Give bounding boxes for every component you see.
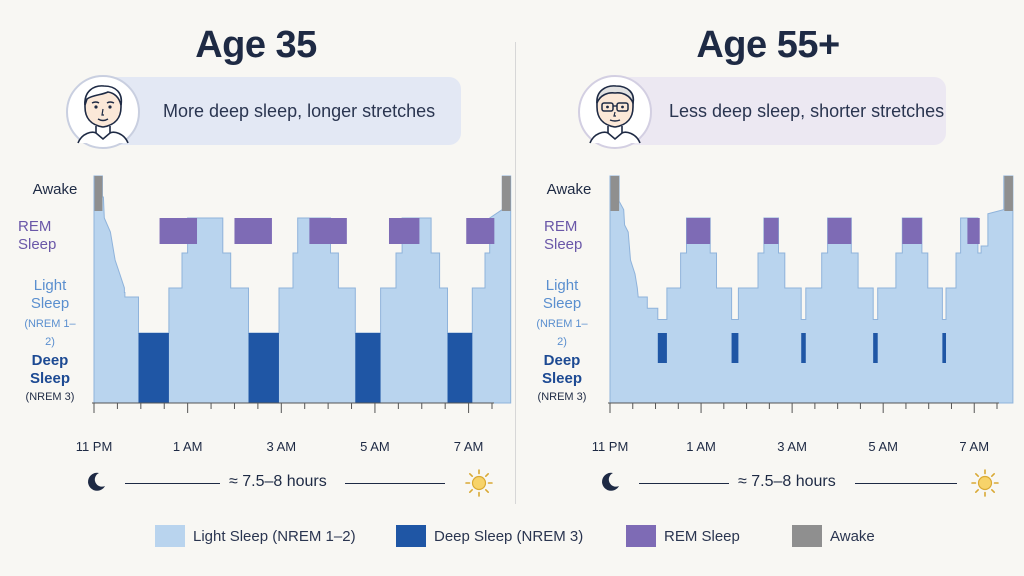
- label-awake: Awake: [546, 181, 592, 198]
- legend-swatch: [155, 525, 185, 547]
- moon-icon: [598, 470, 622, 499]
- label-rem: REM Sleep: [544, 218, 583, 253]
- rem-sleep-block: [686, 218, 711, 244]
- rem-sleep-block: [388, 218, 420, 244]
- awake-block: [94, 176, 103, 211]
- legend-label: Deep Sleep (NREM 3): [434, 528, 584, 545]
- rem-sleep-block: [967, 218, 980, 244]
- duration-text: ≈ 7.5–8 hours: [229, 473, 327, 490]
- x-tick-label: 3 AM: [266, 439, 296, 454]
- rem-sleep-block: [827, 218, 852, 244]
- x-tick-label: 11 PM: [76, 439, 113, 454]
- x-tick-label: 7 AM: [454, 439, 484, 454]
- legend-label: Awake: [830, 528, 875, 545]
- legend-label: Light Sleep (NREM 1–2): [193, 528, 356, 545]
- deep-sleep-block: [248, 333, 279, 403]
- panel-age-55: Age 55+ Less deep sleep, shorter stretch…: [512, 0, 1024, 510]
- hypnogram-chart-age-55: 11 PM 1 AM 3 AM 5 AM 7 AM: [592, 175, 1014, 454]
- legend: Light Sleep (NREM 1–2) Deep Sleep (NREM …: [0, 520, 1024, 560]
- awake-block: [501, 176, 511, 211]
- deep-sleep-block: [447, 333, 473, 403]
- young-man-avatar-icon: [64, 73, 142, 156]
- caption-text: Less deep sleep, shorter stretches: [669, 101, 945, 121]
- deep-sleep-block: [657, 333, 667, 363]
- label-light: Light Sleep (NREM 1–2): [536, 277, 588, 348]
- x-tick-label: 5 AM: [868, 439, 898, 454]
- rem-sleep-block: [234, 218, 272, 244]
- rem-sleep-block: [309, 218, 347, 244]
- deep-sleep-block: [873, 333, 878, 363]
- duration-line-left: [639, 483, 729, 484]
- x-tick-label: 1 AM: [686, 439, 716, 454]
- legend-label: REM Sleep: [664, 528, 740, 545]
- sun-icon: [464, 468, 494, 503]
- deep-sleep-block: [138, 333, 169, 403]
- label-light: Light Sleep (NREM 1–2): [24, 277, 76, 348]
- older-man-with-glasses-avatar-icon: [576, 73, 654, 156]
- panel-age-35: Age 35 More deep sleep, longer stretches…: [0, 0, 512, 510]
- legend-swatch: [396, 525, 426, 547]
- x-tick-label: 11 PM: [592, 439, 629, 454]
- label-deep: Deep Sleep (NREM 3): [537, 352, 587, 403]
- rem-sleep-block: [466, 218, 495, 244]
- panel-title: Age 35: [195, 24, 317, 66]
- moon-icon: [84, 470, 108, 499]
- light-sleep-area: [609, 175, 1014, 404]
- deep-sleep-block: [801, 333, 806, 363]
- legend-swatch: [792, 525, 822, 547]
- x-tick-label: 1 AM: [173, 439, 203, 454]
- deep-sleep-block: [942, 333, 947, 363]
- x-tick-label: 7 AM: [959, 439, 989, 454]
- caption-text: More deep sleep, longer stretches: [163, 101, 436, 121]
- panel-title: Age 55+: [696, 24, 840, 66]
- rem-sleep-block: [159, 218, 198, 244]
- caption-pill: [608, 77, 946, 145]
- label-deep: Deep Sleep (NREM 3): [25, 352, 75, 403]
- awake-block: [1004, 176, 1013, 211]
- x-tick-label: 5 AM: [360, 439, 390, 454]
- caption-pill: [95, 77, 461, 145]
- rem-sleep-block: [763, 218, 779, 244]
- duration-line-left: [125, 483, 220, 484]
- duration-text: ≈ 7.5–8 hours: [738, 473, 836, 490]
- rem-sleep-block: [902, 218, 922, 244]
- label-awake: Awake: [32, 181, 78, 198]
- deep-sleep-block: [355, 333, 381, 403]
- hypnogram-chart-age-35: 11 PM 1 AM 3 AM 5 AM 7 AM: [76, 175, 512, 454]
- legend-swatch: [626, 525, 656, 547]
- duration-line-right: [345, 483, 445, 484]
- x-tick-label: 3 AM: [777, 439, 807, 454]
- deep-sleep-block: [731, 333, 739, 363]
- panel-divider: [515, 42, 516, 504]
- duration-line-right: [855, 483, 957, 484]
- sun-icon: [970, 468, 1000, 503]
- awake-block: [610, 176, 620, 211]
- label-rem: REM Sleep: [18, 218, 57, 253]
